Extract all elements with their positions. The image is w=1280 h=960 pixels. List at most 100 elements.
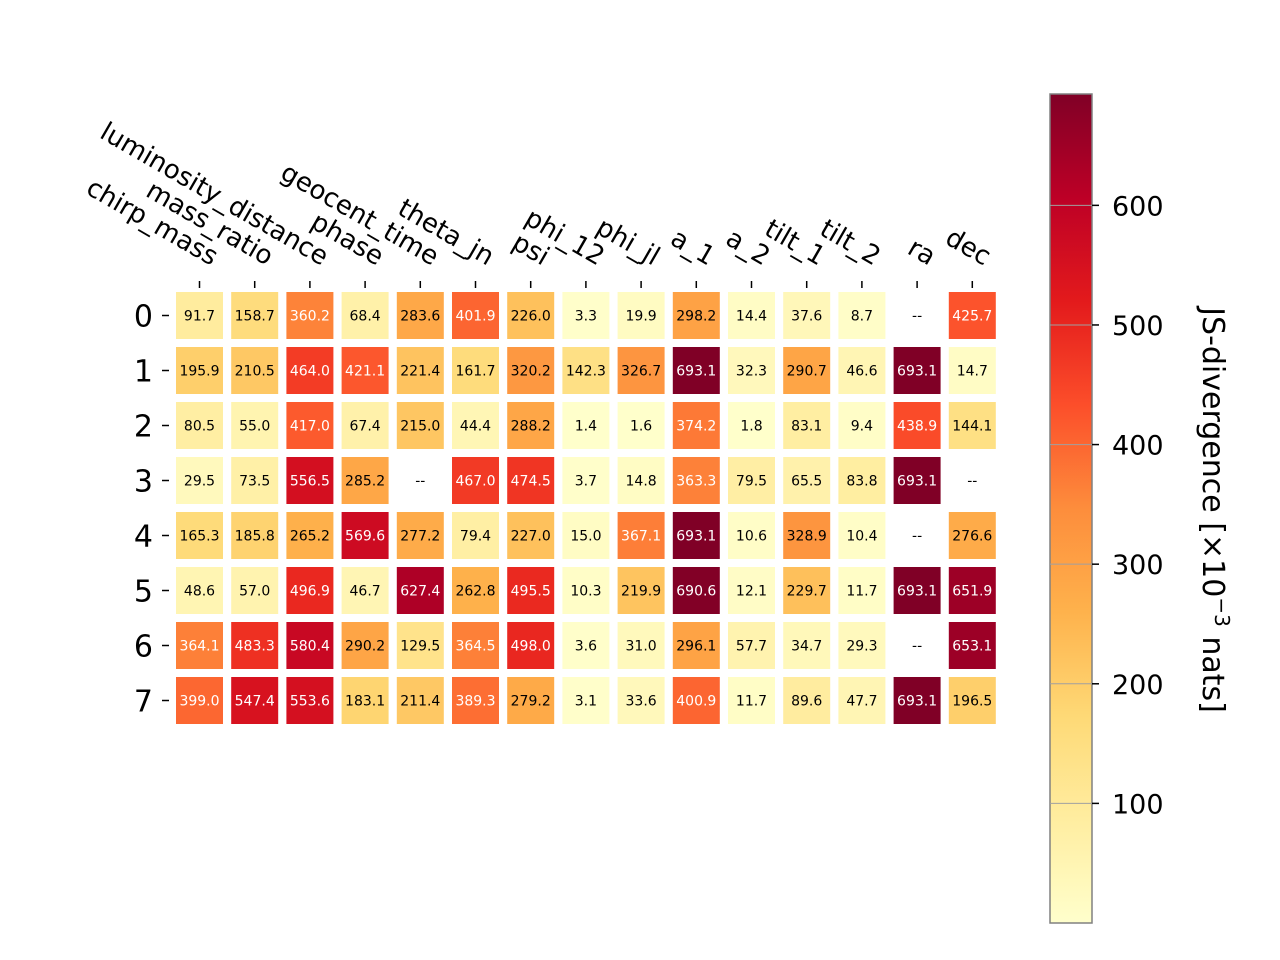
cell-value-label: 288.2 — [511, 419, 551, 435]
cell-value-label: 296.1 — [676, 639, 716, 655]
cell-value-label: 580.4 — [290, 639, 330, 655]
cell-value-label: 421.1 — [345, 364, 385, 380]
cell-value-label: 44.4 — [460, 419, 491, 435]
cell-value-label: 496.9 — [290, 584, 330, 600]
colorbar-tick-label: 600 — [1112, 191, 1164, 222]
heatmap-cell — [396, 622, 444, 669]
heatmap-cell — [396, 402, 444, 449]
heatmap-cell — [341, 402, 389, 449]
heatmap-cell — [562, 567, 610, 614]
cell-value-label: 14.4 — [736, 309, 767, 325]
cell-value-label: 651.9 — [952, 584, 992, 600]
heatmap-cell — [341, 347, 389, 394]
cell-value-label: 474.5 — [511, 474, 551, 490]
heatmap-cell — [672, 347, 720, 394]
cell-value-label: 11.7 — [846, 584, 877, 600]
heatmap-cell — [672, 457, 720, 504]
cell-value-label: 467.0 — [455, 474, 495, 490]
cell-value-label: 364.5 — [455, 639, 495, 655]
cell-value-label: 32.3 — [736, 364, 767, 380]
heatmap-cell — [728, 622, 775, 669]
heatmap-cell — [783, 567, 831, 614]
colorbar-tick-label: 300 — [1112, 550, 1164, 581]
cell-value-label: 401.9 — [455, 309, 495, 325]
row-label: 7 — [134, 685, 153, 720]
heatmap-cell — [176, 347, 223, 394]
cell-value-label: 690.6 — [676, 584, 716, 600]
heatmap-cell — [286, 677, 334, 724]
heatmap-cell — [672, 567, 720, 614]
colorbar: 100 200 300 400 500 600 JS-divergence [×10−3 … — [1049, 93, 1234, 924]
cell-value-label: 11.7 — [736, 694, 767, 710]
heatmap-cell — [948, 677, 996, 724]
cell-value-label: -- — [967, 474, 977, 490]
cell-value-label: 144.1 — [952, 419, 992, 435]
heatmap-cell — [452, 292, 499, 339]
cell-value-label: 464.0 — [290, 364, 330, 380]
heatmap-cell — [507, 677, 555, 724]
heatmap-cell — [948, 512, 996, 559]
cell-value-label: 8.7 — [851, 309, 873, 325]
cell-value-label: 161.7 — [455, 364, 495, 380]
cell-value-label: 1.6 — [630, 419, 652, 435]
cell-value-label: 693.1 — [676, 364, 716, 380]
cell-value-label: 55.0 — [239, 419, 270, 435]
heatmap-cell — [838, 567, 886, 614]
heatmap-cell — [562, 457, 610, 504]
colorbar-tick-label: 400 — [1112, 431, 1164, 462]
cell-value-label: 693.1 — [897, 364, 937, 380]
heatmap-cell — [231, 567, 279, 614]
heatmap-cell — [286, 457, 334, 504]
heatmap-cells: 91.7 158.7 360.2 68.4 283.6 401.9 226.0 3.3 19.9… — [176, 292, 996, 724]
heatmap-cell — [783, 292, 831, 339]
heatmap-cell — [286, 347, 334, 394]
heatmap-cell — [176, 457, 223, 504]
heatmap-cell — [948, 402, 996, 449]
cell-value-label: 31.0 — [626, 639, 657, 655]
heatmap-cell — [507, 347, 555, 394]
heatmap-cell — [452, 347, 499, 394]
heatmap-cell — [452, 622, 499, 669]
heatmap-cell — [672, 677, 720, 724]
cell-value-label: 498.0 — [511, 639, 551, 655]
cell-value-label: 57.0 — [239, 584, 270, 600]
colorbar-tick-label: 100 — [1112, 789, 1164, 820]
heatmap-cell — [838, 292, 886, 339]
column-label: tilt_2 — [815, 214, 886, 272]
column-label: phi_jl — [591, 212, 665, 272]
heatmap-cell — [396, 512, 444, 559]
row-label: 6 — [134, 630, 153, 665]
cell-value-label: 229.7 — [787, 584, 827, 600]
cell-value-label: 627.4 — [400, 584, 440, 600]
cell-value-label: 142.3 — [566, 364, 606, 380]
heatmap-cell — [231, 347, 279, 394]
cell-value-label: 3.3 — [575, 309, 597, 325]
cell-value-label: 547.4 — [235, 694, 275, 710]
column-label: dec — [940, 223, 996, 272]
cell-value-label: 3.1 — [575, 694, 597, 710]
cell-value-label: 12.1 — [736, 584, 767, 600]
heatmap-cell — [452, 457, 499, 504]
cell-value-label: 262.8 — [455, 584, 495, 600]
heatmap-cell — [286, 402, 334, 449]
cell-value-label: 29.3 — [846, 639, 877, 655]
cell-value-label: 211.4 — [400, 694, 440, 710]
row-label: 5 — [134, 575, 153, 610]
colorbar-fill — [1049, 93, 1093, 924]
heatmap-cell — [562, 512, 610, 559]
heatmap-cell — [507, 292, 555, 339]
heatmap-cell — [728, 567, 775, 614]
heatmap-cell — [562, 347, 610, 394]
heatmap-cell — [176, 567, 223, 614]
cell-value-label: 47.7 — [846, 694, 877, 710]
heatmap-cell — [783, 402, 831, 449]
heatmap-cell — [672, 402, 720, 449]
heatmap-cell — [507, 402, 555, 449]
heatmap-cell — [452, 677, 499, 724]
heatmap-cell — [893, 677, 941, 724]
cell-value-label: 79.5 — [736, 474, 767, 490]
cell-value-label: 183.1 — [345, 694, 385, 710]
heatmap-cell — [893, 567, 941, 614]
cell-value-label: 283.6 — [400, 309, 440, 325]
